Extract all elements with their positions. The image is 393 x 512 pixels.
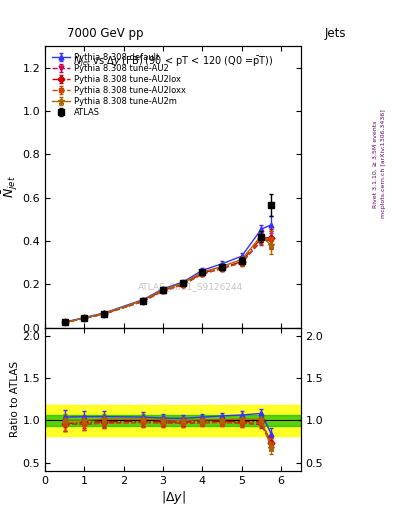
- Text: Jets: Jets: [324, 27, 346, 40]
- Text: Rivet 3.1.10, ≥ 3.5M events: Rivet 3.1.10, ≥ 3.5M events: [373, 120, 378, 207]
- Text: ATLAS_2011_S9126244: ATLAS_2011_S9126244: [138, 282, 243, 291]
- Y-axis label: $\bar{N}_{jet}$: $\bar{N}_{jet}$: [0, 176, 20, 198]
- Text: $N_{jet}$ vs $\Delta y$ (FB) (90 < pT < 120 (Q0 =$\bar{\rm p}$T)): $N_{jet}$ vs $\Delta y$ (FB) (90 < pT < …: [73, 55, 273, 69]
- Legend: Pythia 8.308 default, Pythia 8.308 tune-AU2, Pythia 8.308 tune-AU2lox, Pythia 8.: Pythia 8.308 default, Pythia 8.308 tune-…: [50, 50, 188, 120]
- Text: 7000 GeV pp: 7000 GeV pp: [67, 27, 143, 40]
- X-axis label: $|\Delta y|$: $|\Delta y|$: [160, 488, 185, 506]
- Y-axis label: Ratio to ATLAS: Ratio to ATLAS: [10, 361, 20, 437]
- Text: mcplots.cern.ch [arXiv:1306.3436]: mcplots.cern.ch [arXiv:1306.3436]: [381, 110, 386, 218]
